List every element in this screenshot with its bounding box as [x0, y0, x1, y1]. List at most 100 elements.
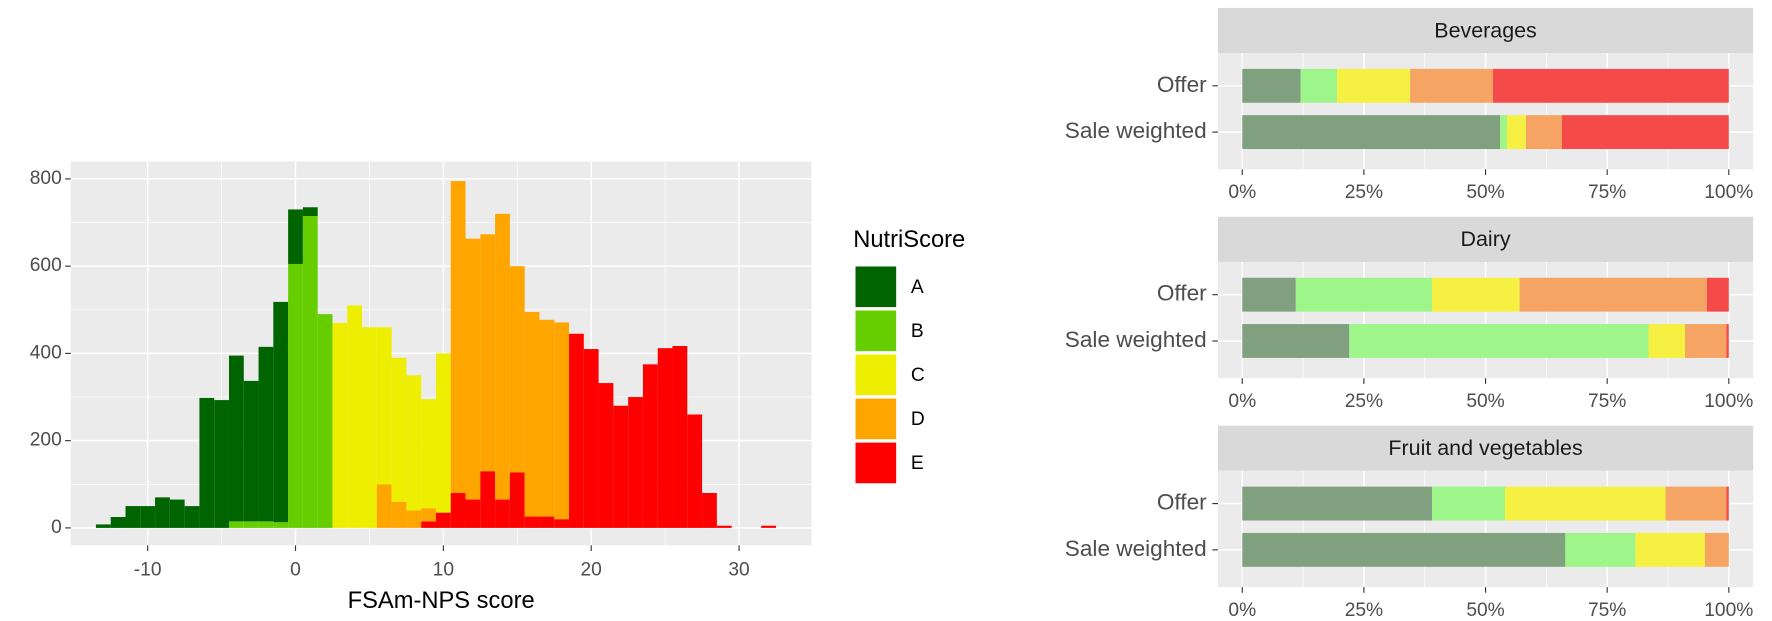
histogram-bar: [524, 516, 540, 528]
y-tick-label: 0: [51, 517, 62, 538]
histogram-bar: [302, 215, 318, 528]
histogram-bar: [199, 397, 215, 528]
histogram-bar: [642, 364, 658, 528]
histogram-bar: [613, 405, 629, 528]
histogram-bar: [539, 516, 555, 528]
legend-key: [855, 398, 897, 440]
histogram-bar: [347, 305, 363, 528]
x-tick-label: 75%: [1588, 391, 1626, 412]
histogram-bar: [332, 322, 348, 528]
bar-segment: [1242, 115, 1501, 150]
histogram-bar: [155, 497, 170, 528]
histogram-bar: [569, 333, 584, 528]
y-tick-label: Offer: [1157, 490, 1207, 515]
x-axis-title: FSAm-NPS score: [348, 588, 535, 614]
histogram-bar: [435, 353, 451, 513]
histogram-bar: [495, 499, 510, 528]
histogram-bar: [288, 209, 303, 264]
histogram-bar: [214, 400, 229, 528]
x-tick-label: 0%: [1228, 182, 1256, 203]
histogram-bar: [421, 521, 436, 528]
histogram-bar: [687, 414, 703, 528]
legend-label: B: [911, 321, 924, 342]
bar-segment: [1525, 115, 1562, 150]
x-tick-label: 25%: [1345, 600, 1383, 621]
y-tick-label: Sale weighted: [1065, 118, 1207, 143]
facet-title: Fruit and vegetables: [1388, 436, 1582, 460]
histogram-bar: [702, 493, 717, 528]
histogram-bar: [288, 263, 303, 528]
histogram-bar: [450, 493, 466, 528]
histogram-bar: [243, 380, 259, 522]
bar-segment: [1704, 532, 1729, 567]
x-tick-label: -10: [134, 559, 162, 580]
x-tick-label: 50%: [1466, 182, 1504, 203]
histogram-bar: [539, 319, 555, 517]
histogram-bar: [406, 375, 422, 511]
legend-key: [855, 266, 897, 308]
bar-segment: [1635, 532, 1705, 567]
x-tick-label: 30: [728, 559, 749, 580]
histogram-bar: [228, 355, 244, 522]
histogram-bar: [598, 383, 614, 528]
bar-segment: [1492, 68, 1729, 103]
histogram-bar: [273, 301, 289, 523]
histogram-bar: [480, 234, 496, 472]
histogram-bar: [583, 349, 599, 528]
bar-segment: [1337, 68, 1411, 103]
histogram-bar: [317, 314, 333, 528]
bar-segment: [1726, 324, 1729, 358]
legend-label: E: [911, 453, 924, 474]
histogram-bar: [110, 516, 126, 528]
legend-title: NutriScore: [853, 227, 965, 253]
histogram-bar: [125, 506, 141, 528]
y-tick-label: 200: [30, 430, 62, 451]
y-tick-label: 400: [30, 342, 62, 363]
y-tick-label: 600: [30, 255, 62, 276]
histogram-bar: [243, 521, 259, 528]
legend-key: [855, 310, 897, 352]
histogram-bar: [376, 327, 392, 485]
histogram-bar: [391, 357, 407, 502]
histogram-bar: [140, 506, 156, 528]
bar-segment: [1706, 277, 1729, 312]
histogram-bar: [258, 521, 274, 528]
histogram-bar: [495, 213, 510, 500]
histogram-bar: [421, 508, 436, 522]
histogram-bar: [95, 524, 111, 528]
legend-key: [855, 442, 897, 484]
histogram-bar: [716, 525, 732, 528]
x-tick-label: 0: [290, 559, 301, 580]
histogram-bar: [554, 322, 570, 520]
histogram-bar: [184, 506, 200, 528]
bar-segment: [1519, 277, 1707, 312]
x-tick-label: 10: [433, 559, 454, 580]
bar-segment: [1665, 486, 1727, 521]
histogram-bar: [391, 501, 407, 528]
histogram-bar: [465, 499, 481, 528]
x-tick-label: 25%: [1345, 391, 1383, 412]
legend-label: D: [911, 409, 925, 430]
bar-segment: [1432, 277, 1520, 312]
bar-segment: [1300, 68, 1338, 103]
bar-segment: [1561, 115, 1729, 150]
histogram-bar: [524, 311, 540, 517]
y-tick-label: Sale weighted: [1065, 327, 1207, 352]
bar-segment: [1349, 324, 1649, 358]
histogram-bar: [465, 238, 481, 500]
x-tick-label: 0%: [1228, 600, 1256, 621]
facet-title: Beverages: [1434, 18, 1537, 42]
facet-title: Dairy: [1461, 227, 1511, 251]
histogram-bar: [362, 327, 377, 528]
legend-key: [855, 354, 897, 396]
legend-label: C: [911, 365, 925, 386]
bar-segment: [1242, 486, 1433, 521]
x-tick-label: 75%: [1588, 600, 1626, 621]
histogram-bar: [509, 266, 525, 473]
histogram-bar: [376, 484, 392, 528]
bar-segment: [1242, 324, 1350, 358]
x-tick-label: 75%: [1588, 182, 1626, 203]
bar-segment: [1648, 324, 1686, 358]
bar-segment: [1295, 277, 1433, 312]
